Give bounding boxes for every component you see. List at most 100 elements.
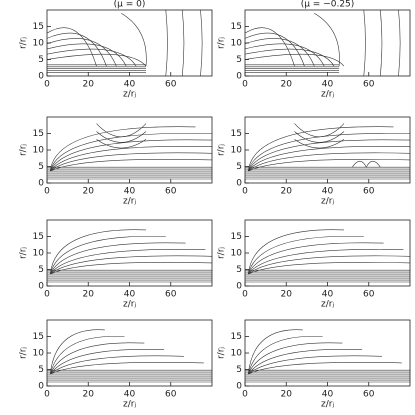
contour-line (248, 159, 411, 172)
contour-line (50, 255, 213, 275)
contour-line (46, 53, 147, 67)
x-tick-label: 20 (83, 390, 95, 400)
contour-line (50, 152, 213, 172)
y-tick-label: 5 (38, 365, 44, 375)
plot-frame (46, 9, 213, 77)
y-tick-label: 5 (236, 162, 242, 172)
x-tick-label: 40 (124, 290, 136, 300)
contour-line (248, 235, 364, 275)
x-tick-label: 20 (83, 187, 95, 197)
contour-line (50, 132, 213, 172)
contour-line (248, 229, 345, 275)
contour-line (294, 123, 345, 137)
contour-line (50, 355, 184, 375)
x-tick-label: 40 (322, 290, 334, 300)
contour-line (248, 329, 303, 375)
x-tick-label: 60 (165, 290, 177, 300)
y-tick-label: 15 (231, 332, 242, 342)
y-tick-label: 10 (231, 146, 243, 156)
y-axis-label: r/rⱼ (217, 247, 227, 259)
contour-line (121, 13, 147, 67)
contour-line (50, 262, 213, 275)
contour-line (248, 349, 363, 375)
x-tick-label: 40 (322, 187, 334, 197)
x-tick-label: 0 (44, 80, 50, 90)
contour-line (244, 43, 325, 67)
x-tick-label: 20 (281, 290, 293, 300)
x-axis-label: z/rⱼ (321, 197, 334, 207)
contour-line (50, 249, 206, 275)
contour-line (244, 53, 345, 67)
contour-line (46, 38, 117, 67)
x-tick-label: 20 (83, 80, 95, 90)
y-tick-label: 0 (38, 382, 44, 392)
x-tick-label: 40 (322, 390, 334, 400)
y-axis-label: r/rⱼ (19, 347, 29, 359)
contour-line (50, 329, 105, 375)
contour-line (182, 9, 185, 77)
y-tick-label: 5 (236, 365, 242, 375)
contour-line (398, 9, 401, 77)
contour-line (244, 38, 315, 67)
contour-line (314, 13, 340, 67)
y-tick-label: 10 (33, 39, 45, 49)
contour-line (50, 335, 125, 375)
y-axis-label: r/rⱼ (19, 37, 29, 49)
contour-line (46, 48, 137, 67)
y-tick-label: 15 (33, 332, 44, 342)
y-tick-label: 0 (236, 72, 242, 82)
y-tick-label: 10 (231, 349, 243, 359)
y-axis-label: r/rⱼ (19, 144, 29, 156)
x-tick-label: 20 (281, 80, 293, 90)
x-tick-label: 0 (44, 187, 50, 197)
contour-line (96, 139, 147, 149)
contour-line (248, 132, 411, 172)
contour-line (46, 27, 97, 67)
contour-line (352, 160, 381, 168)
x-tick-label: 20 (281, 187, 293, 197)
contour-line (50, 342, 145, 375)
y-tick-label: 0 (236, 382, 242, 392)
x-axis-label: z/rⱼ (123, 400, 136, 410)
contour-line (50, 229, 147, 275)
x-axis-label: z/rⱼ (123, 300, 136, 310)
contour-line (96, 123, 147, 137)
contour-line (248, 342, 343, 375)
contour-line (248, 152, 411, 172)
contour-line (200, 9, 203, 77)
contour-line (248, 146, 411, 172)
x-axis-label: z/rⱼ (123, 90, 136, 100)
y-tick-label: 5 (38, 162, 44, 172)
contour-line (294, 139, 345, 149)
contour-line (248, 126, 394, 172)
contour-line (248, 139, 411, 172)
y-tick-label: 0 (38, 72, 44, 82)
x-tick-label: 0 (44, 390, 50, 400)
contour-line (294, 131, 345, 143)
x-tick-label: 60 (165, 390, 177, 400)
y-tick-label: 15 (33, 129, 44, 139)
y-axis-label: r/rⱼ (19, 247, 29, 259)
y-tick-label: 0 (38, 179, 44, 189)
contour-line (50, 126, 196, 172)
x-tick-label: 60 (363, 187, 375, 197)
contour-line (96, 131, 147, 143)
x-axis-label: z/rⱼ (321, 90, 334, 100)
x-tick-label: 0 (242, 390, 248, 400)
x-tick-label: 60 (165, 187, 177, 197)
y-tick-label: 10 (33, 249, 45, 259)
contour-line (244, 48, 335, 67)
x-tick-label: 0 (242, 80, 248, 90)
y-tick-label: 0 (236, 282, 242, 292)
contour-line (46, 43, 127, 67)
y-tick-label: 0 (236, 179, 242, 189)
x-tick-label: 60 (363, 390, 375, 400)
x-tick-label: 20 (281, 390, 293, 400)
y-tick-label: 5 (38, 55, 44, 65)
x-tick-label: 60 (363, 290, 375, 300)
y-axis-label: r/rⱼ (217, 37, 227, 49)
panel-title: (μ = 0) (114, 0, 146, 10)
y-tick-label: 10 (231, 249, 243, 259)
contour-line (50, 146, 213, 172)
x-tick-label: 40 (124, 390, 136, 400)
